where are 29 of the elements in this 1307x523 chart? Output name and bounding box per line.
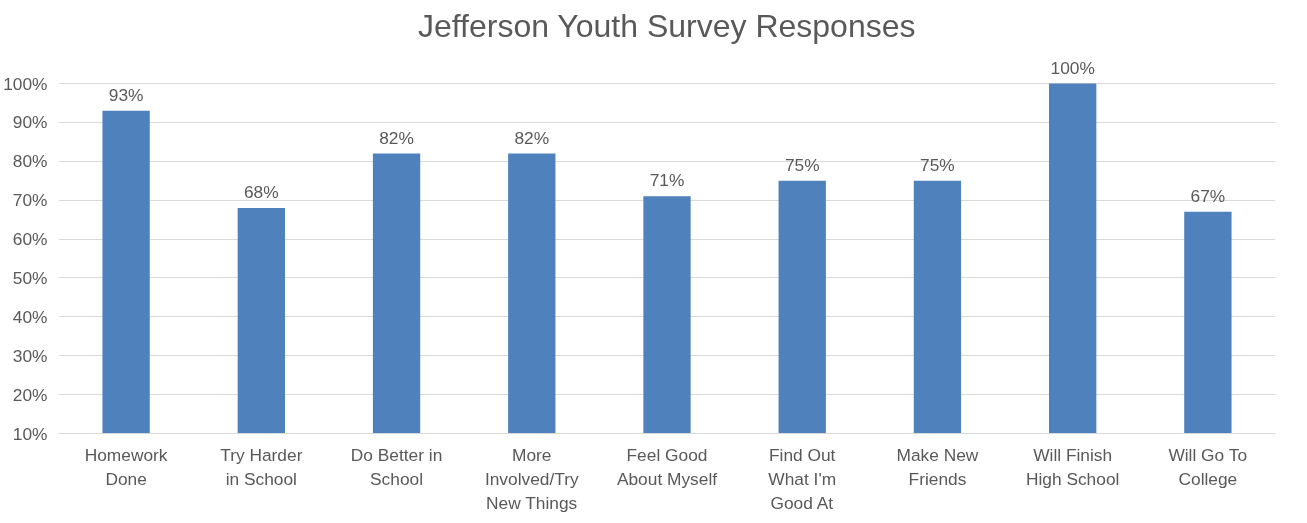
y-tick-label: 40% — [12, 306, 48, 327]
x-tick-label: More Involved/Try New Things — [484, 444, 579, 513]
data-label: 71% — [649, 170, 685, 191]
y-tick-label: 50% — [12, 267, 48, 288]
x-tick-label: Do Better in School — [350, 444, 443, 489]
x-tick-label: Make New Friends — [896, 444, 979, 489]
y-tick-label: 20% — [12, 384, 48, 405]
data-label: 82% — [379, 127, 414, 148]
x-tick-label: Find Out What I'm Good At — [768, 444, 837, 513]
y-tick-label: 80% — [12, 151, 48, 172]
y-tick-label: 30% — [12, 345, 48, 366]
x-tick-label: Will Finish High School — [1025, 444, 1120, 489]
x-tick-label: Try Harder in School — [220, 444, 303, 489]
y-tick-label: 10% — [12, 423, 48, 444]
data-label: 93% — [108, 84, 144, 105]
data-label: 82% — [514, 127, 550, 148]
x-tick-label: Feel Good About Myself — [616, 444, 718, 489]
data-label: 68% — [243, 181, 279, 202]
x-tick-label: Will Go To College — [1168, 444, 1248, 489]
data-label: 67% — [1190, 185, 1226, 206]
y-tick-label: 70% — [12, 190, 48, 211]
y-tick-label: 90% — [12, 112, 48, 133]
data-label: 75% — [784, 154, 820, 175]
y-tick-label: 100% — [3, 73, 48, 94]
data-label: 75% — [920, 154, 955, 175]
data-label: 100% — [1050, 57, 1095, 78]
chart-title: Jefferson Youth Survey Responses — [417, 7, 916, 44]
x-tick-label: Homework Done — [84, 444, 168, 489]
y-tick-label: 60% — [12, 229, 48, 250]
